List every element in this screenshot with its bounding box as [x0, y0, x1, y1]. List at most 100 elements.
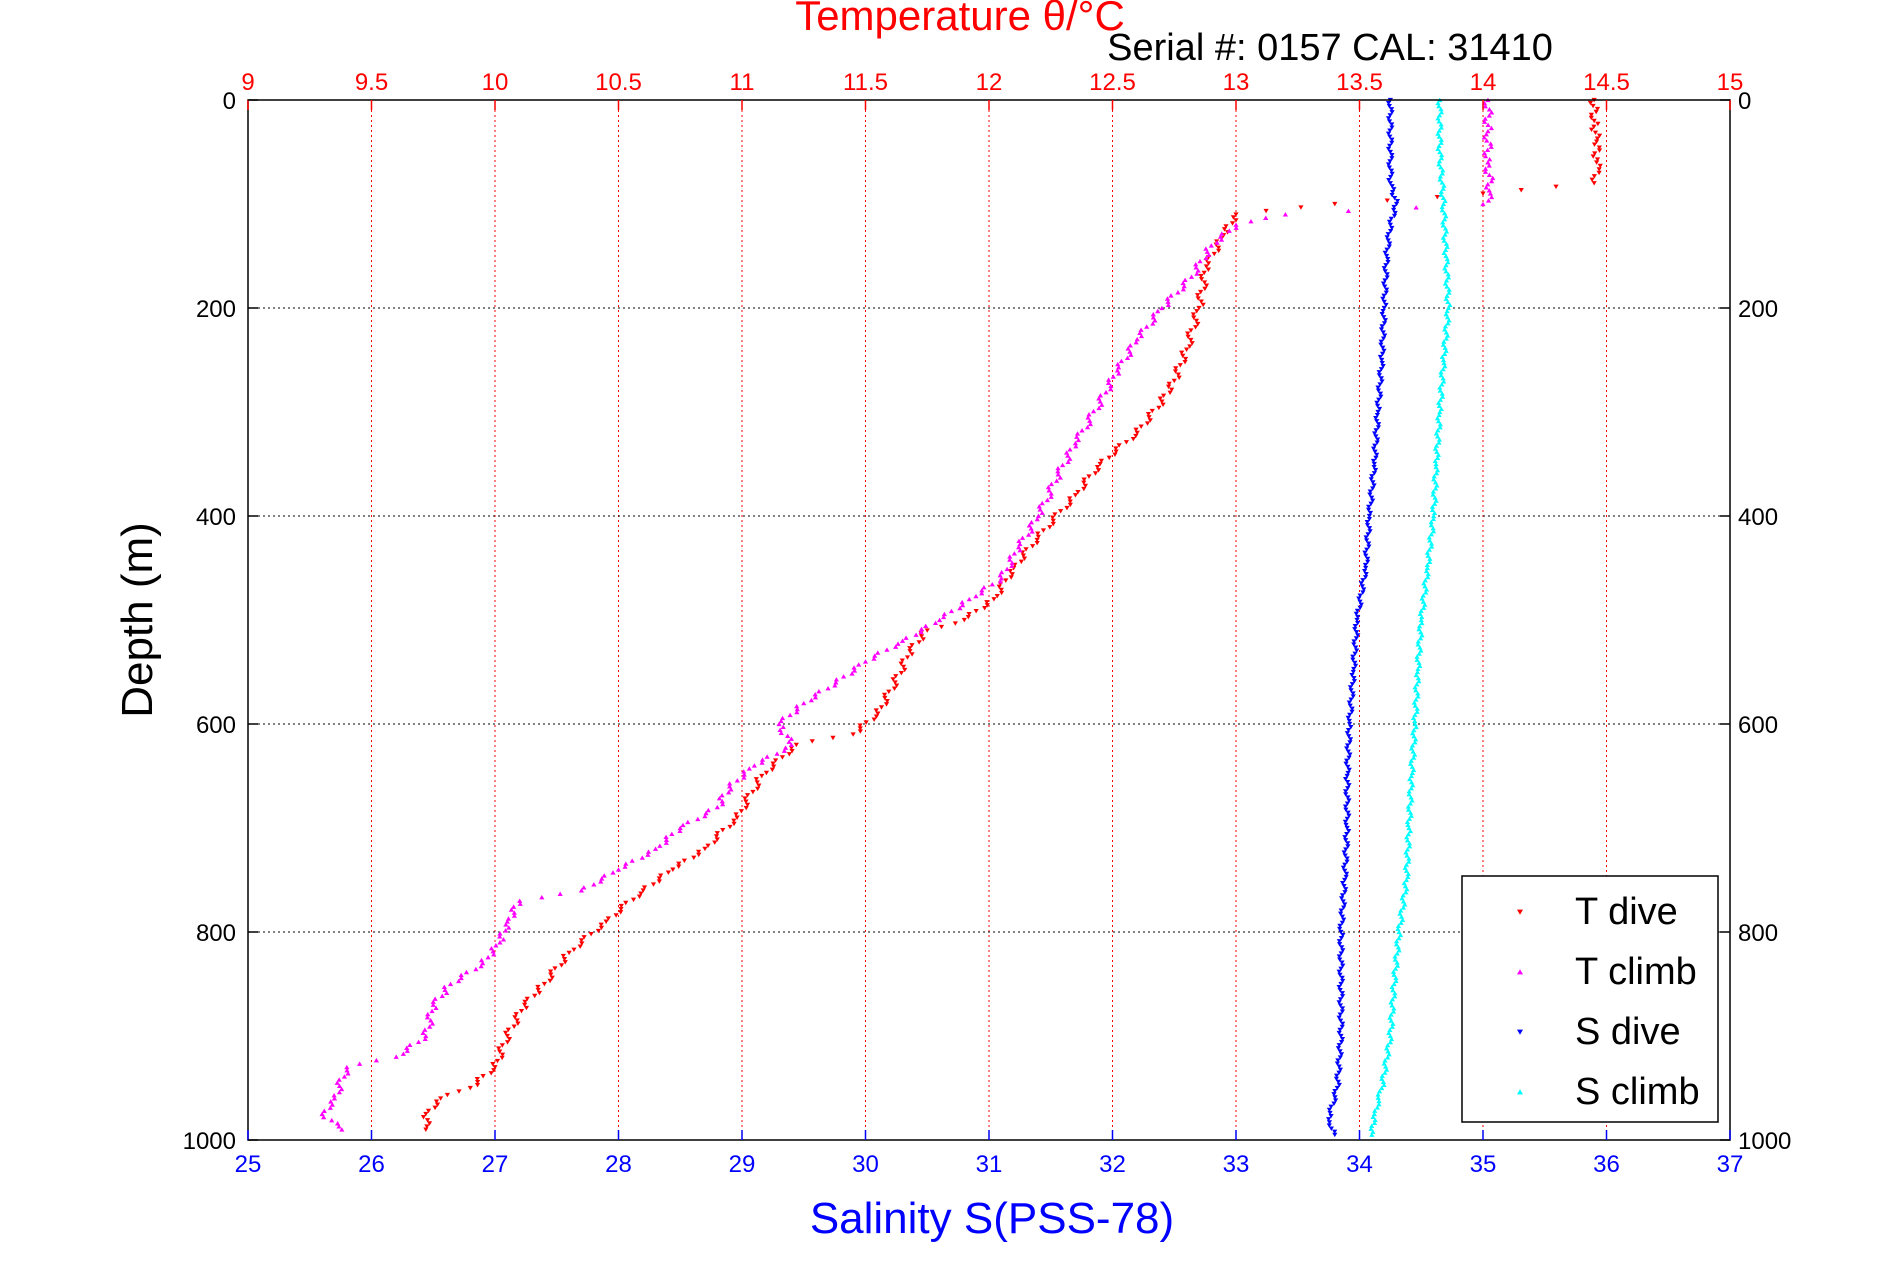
- data-point: [1427, 559, 1433, 564]
- data-point: [1396, 948, 1402, 953]
- data-point: [552, 966, 558, 971]
- data-point: [1363, 535, 1369, 540]
- data-point: [1360, 590, 1366, 595]
- data-point: [1340, 1021, 1346, 1027]
- data-point: [1138, 424, 1144, 429]
- data-point: [1067, 447, 1073, 452]
- data-point: [1383, 263, 1389, 268]
- data-point: [1383, 302, 1389, 308]
- data-point: [1046, 488, 1052, 493]
- data-point: [1345, 786, 1351, 791]
- data-point: [1205, 261, 1212, 266]
- data-point: [1382, 250, 1388, 256]
- data-point: [1370, 458, 1377, 464]
- data-point: [1339, 1040, 1345, 1045]
- data-point: [1440, 357, 1447, 363]
- data-point: [1417, 663, 1423, 668]
- data-point: [547, 969, 554, 974]
- data-point: [1373, 416, 1379, 421]
- data-point: [1418, 648, 1424, 653]
- data-point: [1436, 112, 1443, 118]
- bottom-tick-label: 33: [1223, 1151, 1250, 1178]
- data-point: [599, 876, 605, 881]
- data-point: [577, 944, 583, 949]
- data-point: [785, 733, 791, 738]
- data-point: [1386, 104, 1392, 109]
- data-point: [1349, 682, 1355, 687]
- data-point: [1175, 290, 1181, 295]
- data-point: [645, 852, 651, 857]
- data-point: [1374, 452, 1380, 458]
- data-point: [1433, 461, 1439, 467]
- data-point: [1087, 421, 1094, 427]
- data-point: [1364, 538, 1370, 543]
- data-point: [899, 658, 905, 663]
- data-point: [494, 1058, 501, 1064]
- data-point: [1347, 721, 1353, 727]
- data-point: [1405, 874, 1411, 880]
- data-point: [1379, 379, 1385, 384]
- data-point: [1485, 122, 1491, 128]
- data-point: [1406, 840, 1413, 846]
- data-point: [1437, 149, 1443, 155]
- data-point: [669, 831, 675, 837]
- data-point: [918, 626, 925, 631]
- data-point: [504, 1040, 511, 1045]
- data-point: [439, 993, 445, 998]
- legend-label: T dive: [1575, 891, 1678, 933]
- data-point: [1378, 394, 1384, 400]
- data-point: [1416, 660, 1422, 665]
- data-point: [1367, 510, 1374, 516]
- data-point: [1370, 446, 1377, 452]
- data-point: [566, 950, 572, 956]
- data-point: [1144, 324, 1150, 329]
- data-point: [1248, 218, 1254, 224]
- data-point: [1392, 210, 1398, 216]
- data-point: [882, 695, 888, 701]
- data-point: [875, 650, 881, 655]
- data-point: [541, 981, 547, 987]
- data-point: [959, 599, 965, 605]
- data-point: [1387, 1027, 1393, 1032]
- data-point: [738, 809, 745, 814]
- data-point: [1391, 204, 1397, 210]
- data-point: [741, 775, 747, 780]
- data-point: [1593, 109, 1599, 115]
- data-point: [595, 928, 601, 934]
- data-point: [1347, 752, 1353, 757]
- data-point: [1193, 318, 1200, 324]
- data-point: [1389, 1003, 1395, 1008]
- data-point: [1342, 868, 1348, 874]
- data-point: [1009, 560, 1015, 565]
- data-point: [1438, 164, 1444, 170]
- data-point: [1328, 1114, 1334, 1119]
- data-point: [1386, 119, 1393, 124]
- top-axis-ticks: 9 9.5 10 10.5 11 11.5 12 12.5 13 13.5 14 14.5 15: [241, 69, 1743, 110]
- data-point: [1429, 507, 1436, 512]
- data-point: [447, 981, 454, 987]
- data-point: [1446, 317, 1452, 323]
- data-point: [499, 1043, 505, 1048]
- data-point: [1067, 502, 1073, 508]
- data-point: [1444, 244, 1450, 249]
- data-point: [1382, 278, 1388, 283]
- data-point: [1394, 198, 1401, 204]
- data-point: [1175, 372, 1181, 377]
- data-point: [759, 773, 765, 779]
- data-point: [1346, 828, 1352, 834]
- data-point: [778, 730, 784, 735]
- data-point: [1040, 528, 1047, 533]
- data-point: [444, 990, 450, 995]
- data-point: [1337, 957, 1343, 962]
- data-point: [474, 1082, 481, 1088]
- data-point: [618, 907, 624, 912]
- data-point: [1116, 371, 1122, 376]
- data-point: [1407, 810, 1414, 815]
- data-point: [1412, 752, 1418, 757]
- data-point: [1381, 315, 1387, 320]
- data-point: [1007, 557, 1013, 562]
- data-point: [1019, 535, 1026, 540]
- data-point: [497, 940, 503, 945]
- data-point: [1345, 795, 1351, 800]
- data-point: [994, 594, 1000, 599]
